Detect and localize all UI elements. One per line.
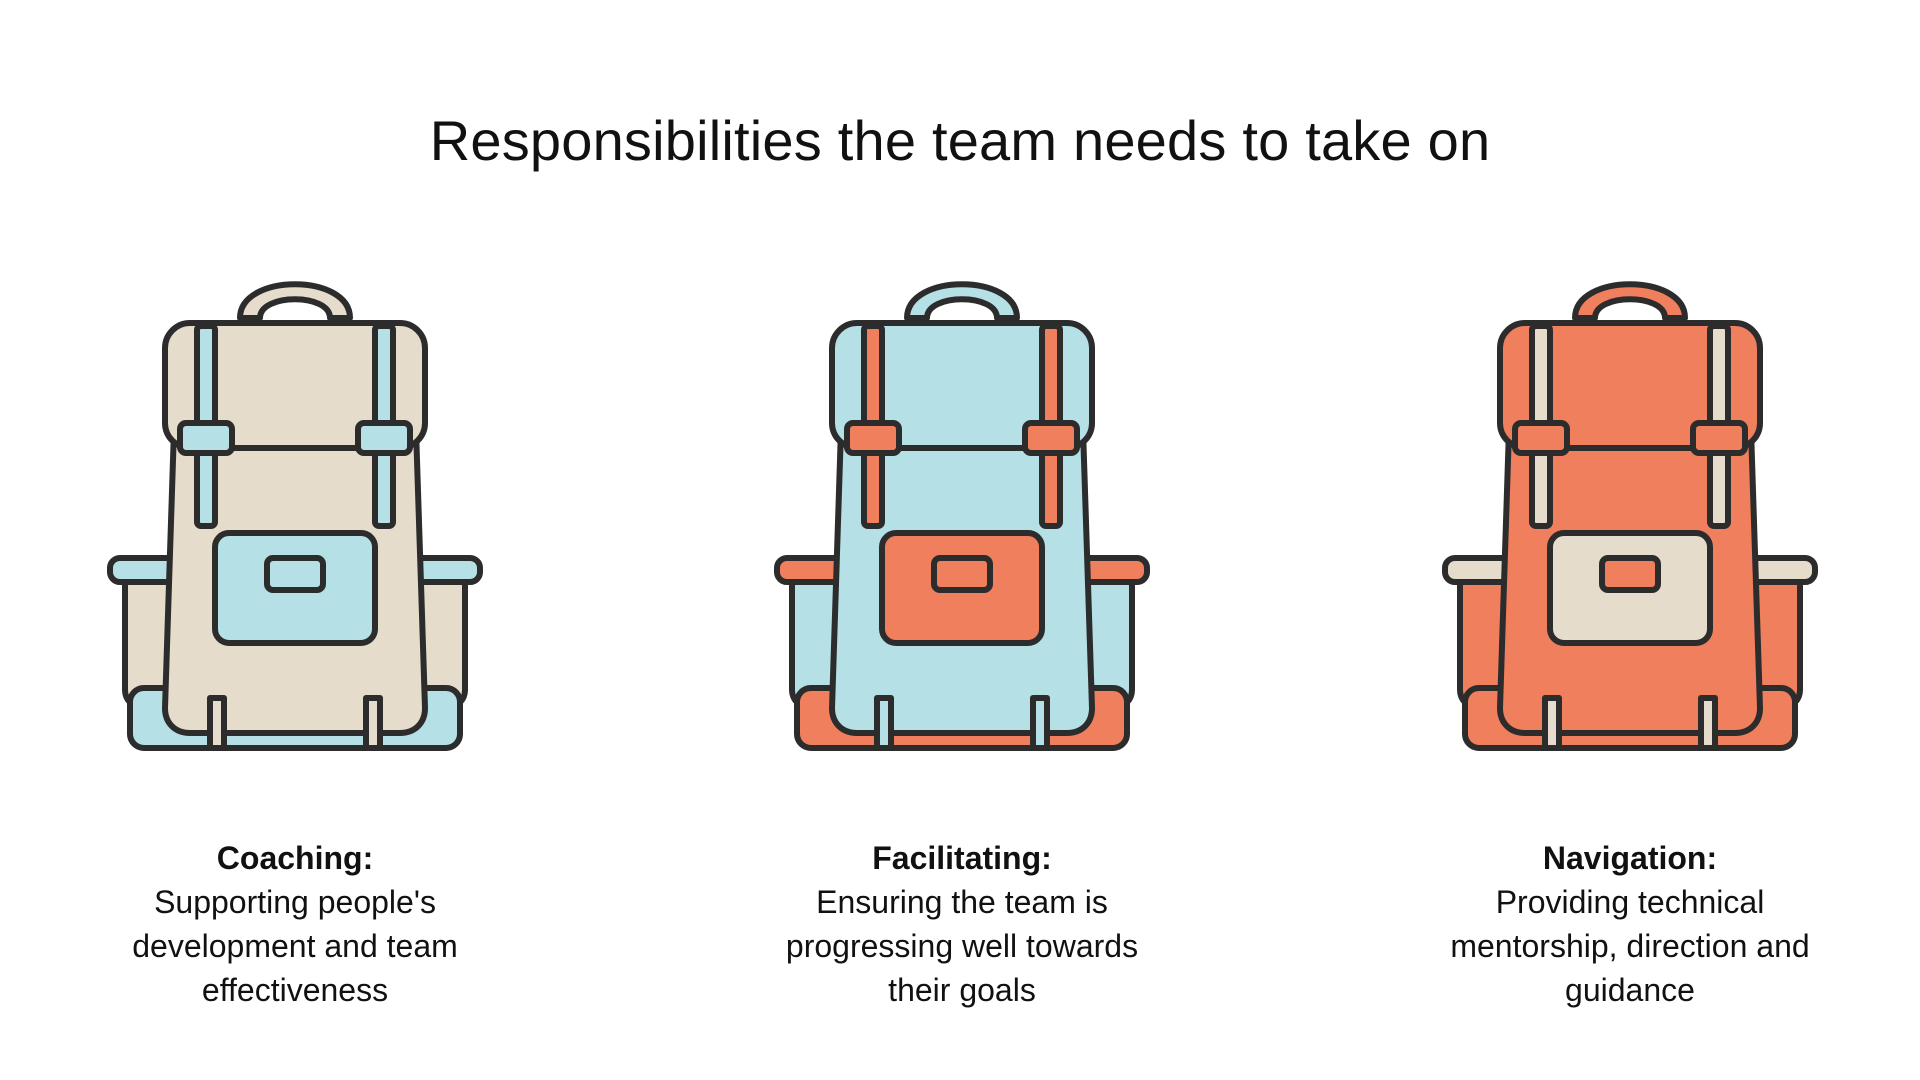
card-caption: Coaching: Supporting people's developmen…	[55, 836, 535, 1012]
responsibility-card-navigation: Navigation: Providing technical mentorsh…	[1390, 268, 1870, 1028]
card-description: Supporting people's development and team…	[132, 884, 458, 1008]
card-description: Providing technical mentorship, directio…	[1450, 884, 1810, 1008]
backpack-icon	[1442, 281, 1818, 751]
responsibility-card-facilitating: Facilitating: Ensuring the team is progr…	[722, 268, 1202, 1028]
responsibility-card-coaching: Coaching: Supporting people's developmen…	[55, 268, 535, 1028]
card-caption: Facilitating: Ensuring the team is progr…	[722, 836, 1202, 1012]
card-description: Ensuring the team is progressing well to…	[785, 884, 1139, 1008]
backpack-icon	[774, 281, 1150, 751]
page-title: Responsibilities the team needs to take …	[429, 109, 1491, 172]
card-title: Coaching:	[216, 840, 374, 876]
card-title: Navigation:	[1542, 840, 1718, 876]
backpack-icon	[107, 281, 483, 751]
card-title: Facilitating:	[872, 840, 1052, 876]
card-caption: Navigation: Providing technical mentorsh…	[1390, 836, 1870, 1012]
